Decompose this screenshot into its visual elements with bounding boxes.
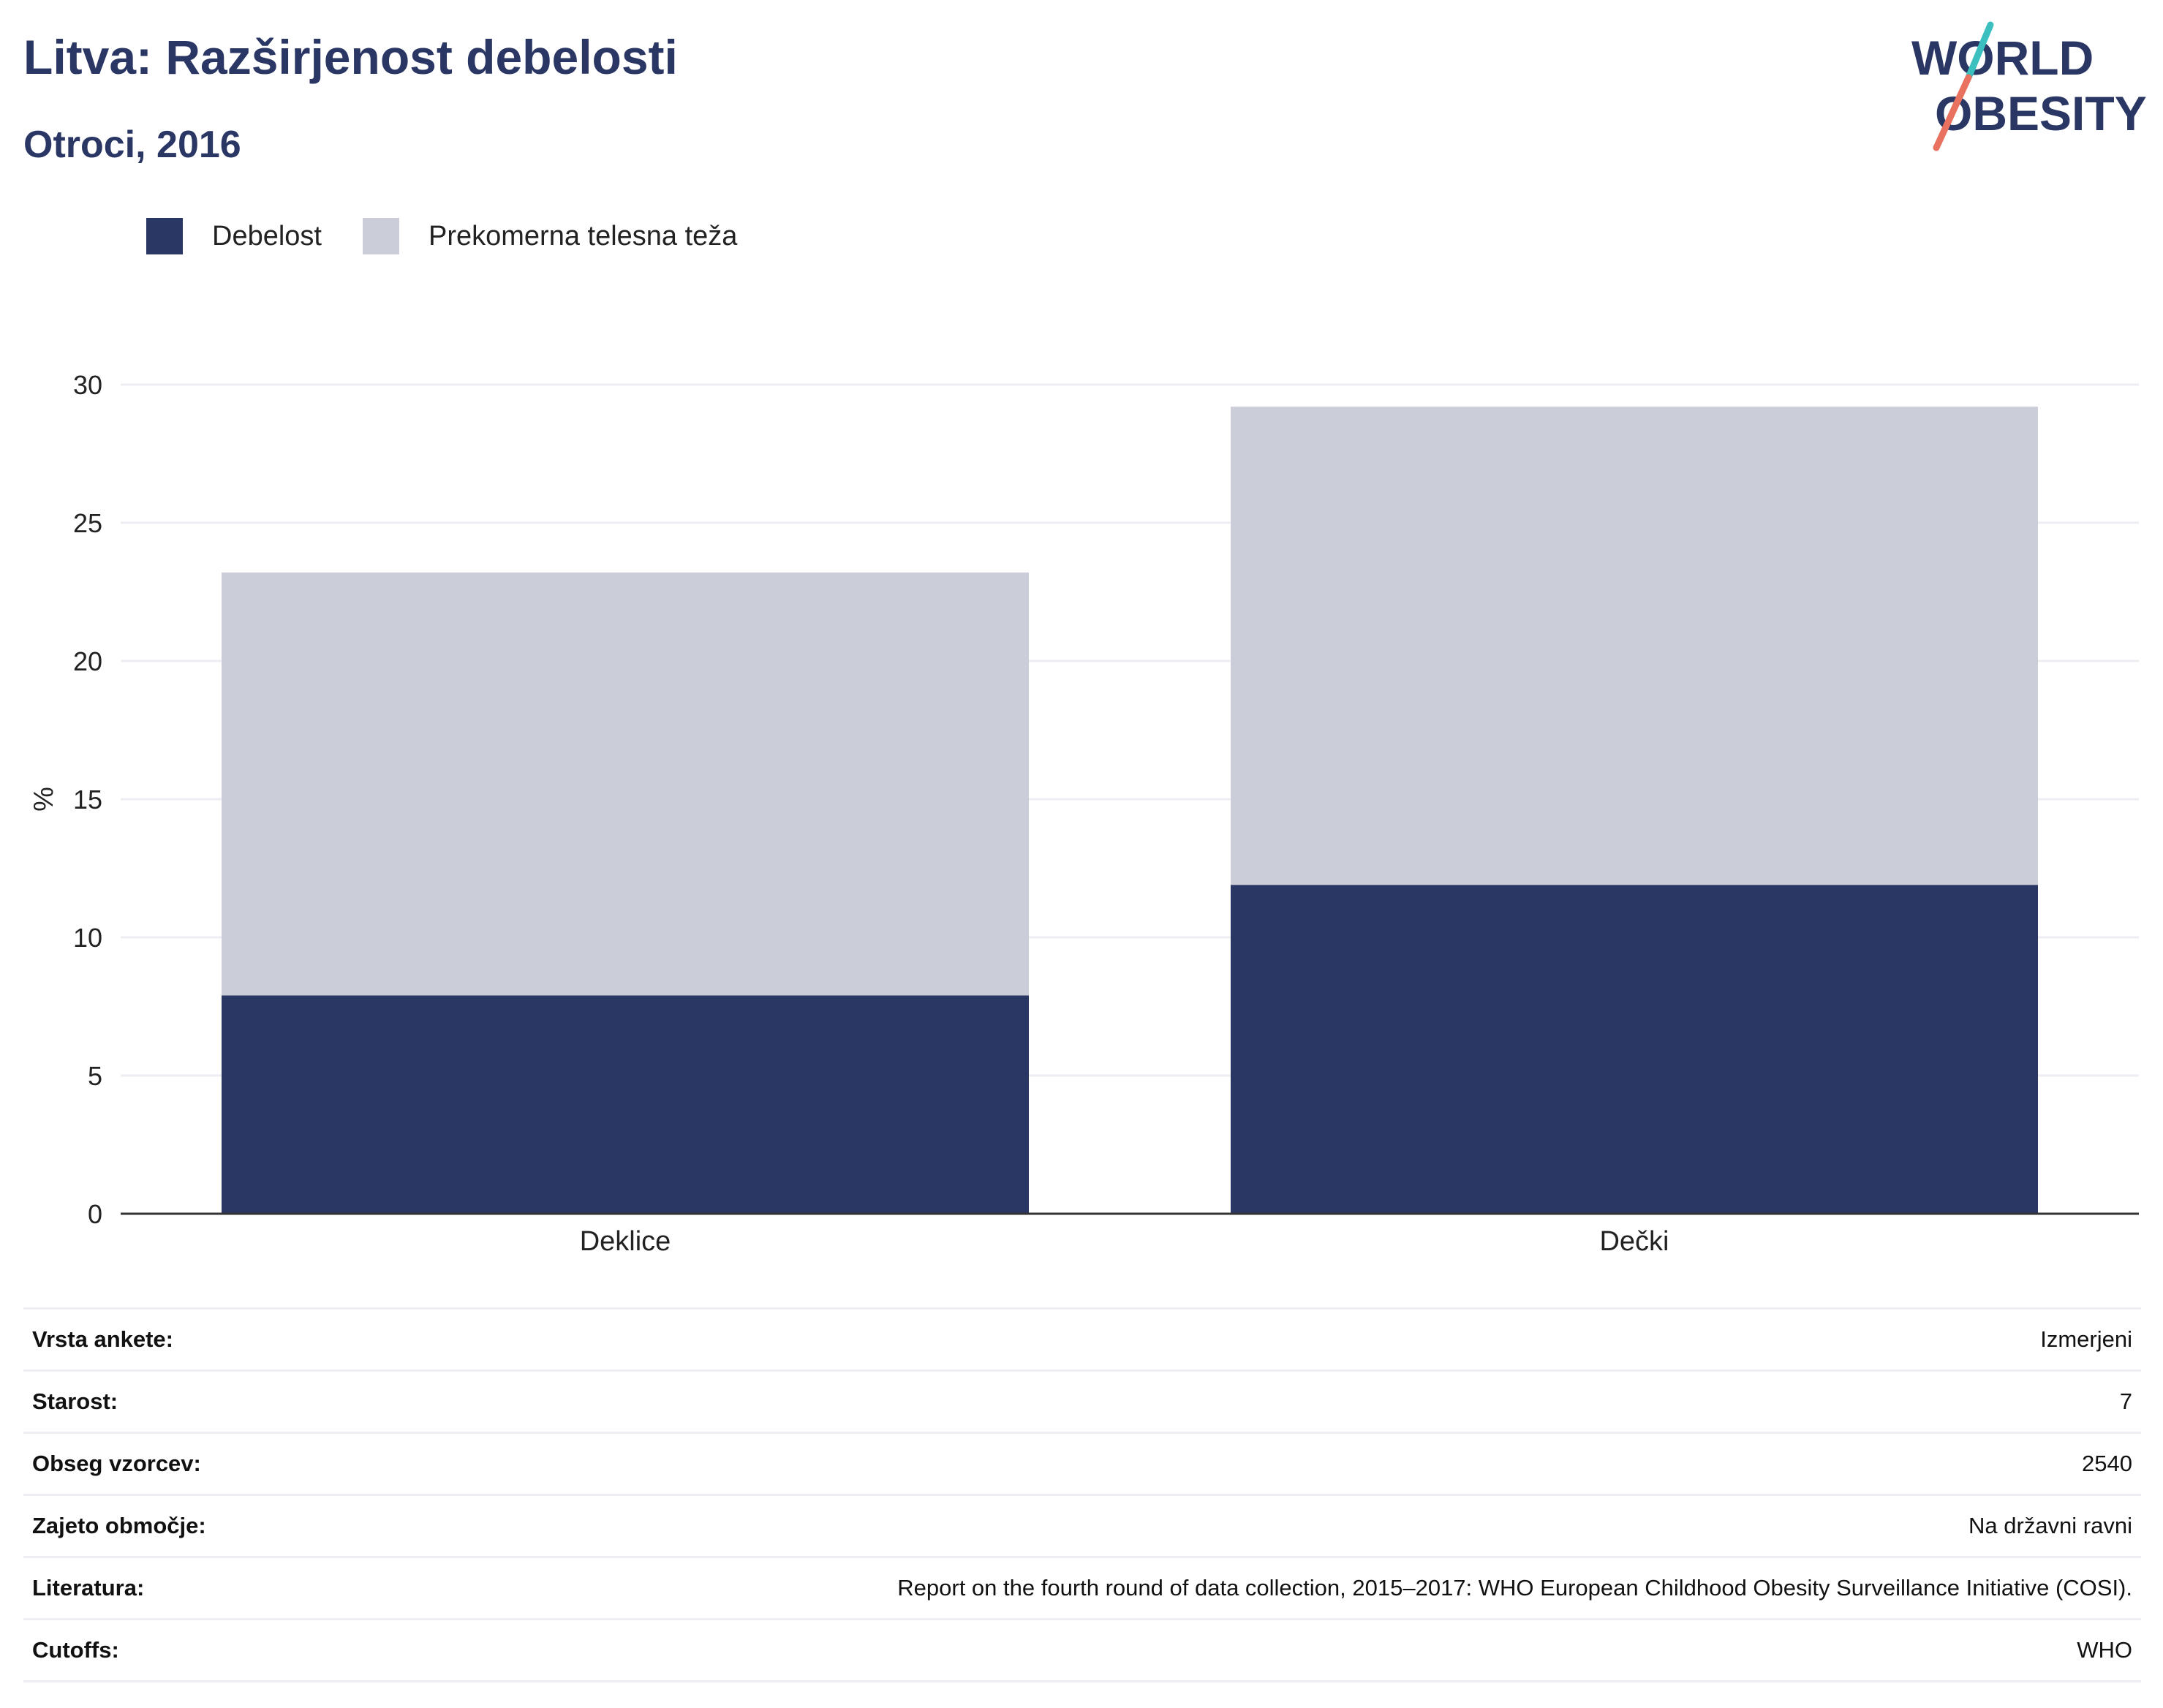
legend: Debelost Prekomerna telesna teža xyxy=(146,216,778,256)
info-row: Vrsta ankete: Izmerjeni xyxy=(23,1307,2141,1372)
legend-label: Prekomerna telesna teža xyxy=(428,220,738,252)
info-row: Obseg vzorcev: 2540 xyxy=(23,1432,2141,1496)
info-row: Cutoffs: WHO xyxy=(23,1619,2141,1682)
info-value: Report on the fourth round of data colle… xyxy=(303,1557,2141,1620)
x-tick-label: Deklice xyxy=(580,1226,671,1257)
info-key: Literatura: xyxy=(23,1557,304,1620)
info-row: Starost: 7 xyxy=(23,1370,2141,1434)
y-tick-label: 25 xyxy=(73,508,102,538)
y-tick-label: 30 xyxy=(73,370,102,400)
info-value: 7 xyxy=(303,1370,2141,1434)
logo-text-obesity: OBESITY xyxy=(1935,86,2147,140)
x-tick-label: Dečki xyxy=(1599,1226,1669,1257)
info-value: Izmerjeni xyxy=(303,1307,2141,1372)
info-row: Literatura: Report on the fourth round of… xyxy=(23,1557,2141,1620)
bar-prekomerna-teza xyxy=(1231,407,2038,885)
info-row: Zajeto območje: Na državni ravni xyxy=(23,1494,2141,1558)
info-value: WHO xyxy=(303,1619,2141,1682)
logo-slash-teal xyxy=(1965,21,1994,81)
y-tick-label: 15 xyxy=(73,785,102,815)
info-key: Vrsta ankete: xyxy=(23,1307,304,1372)
info-key: Zajeto območje: xyxy=(23,1494,304,1558)
y-tick-label: 20 xyxy=(73,646,102,676)
legend-item[interactable]: Debelost xyxy=(146,218,322,254)
legend-swatch xyxy=(362,218,399,254)
info-key: Obseg vzorcev: xyxy=(23,1432,304,1496)
logo-slash-red xyxy=(1933,74,1972,151)
chart-subtitle: Otroci, 2016 xyxy=(23,124,241,166)
legend-swatch xyxy=(146,218,183,254)
info-value: Na državni ravni xyxy=(303,1494,2141,1558)
bar-chart: 0 5 10 15 20 25 30% Deklice Dečki xyxy=(29,370,2139,1257)
y-axis-label: % xyxy=(29,787,59,812)
logo-text-world: WORLD xyxy=(1911,31,2094,85)
y-tick-label: 0 xyxy=(88,1199,102,1229)
world-obesity-logo: WORLD OBESITY xyxy=(1911,21,2147,151)
y-tick-label: 5 xyxy=(88,1061,102,1091)
bar-prekomerna-teza xyxy=(222,573,1029,996)
chart-title: Litva: Razširjenost debelosti xyxy=(23,30,678,84)
info-table: Vrsta ankete: Izmerjeni Starost: 7 Obseg vzo… xyxy=(23,1307,2141,1682)
legend-label: Debelost xyxy=(212,220,322,252)
info-value: 2540 xyxy=(303,1432,2141,1496)
info-key: Cutoffs: xyxy=(23,1619,304,1682)
bar-debelost xyxy=(222,995,1029,1214)
legend-item[interactable]: Prekomerna telesna teža xyxy=(362,218,738,254)
info-key: Starost: xyxy=(23,1370,304,1434)
bar-debelost xyxy=(1231,885,2038,1214)
y-tick-label: 10 xyxy=(73,923,102,953)
